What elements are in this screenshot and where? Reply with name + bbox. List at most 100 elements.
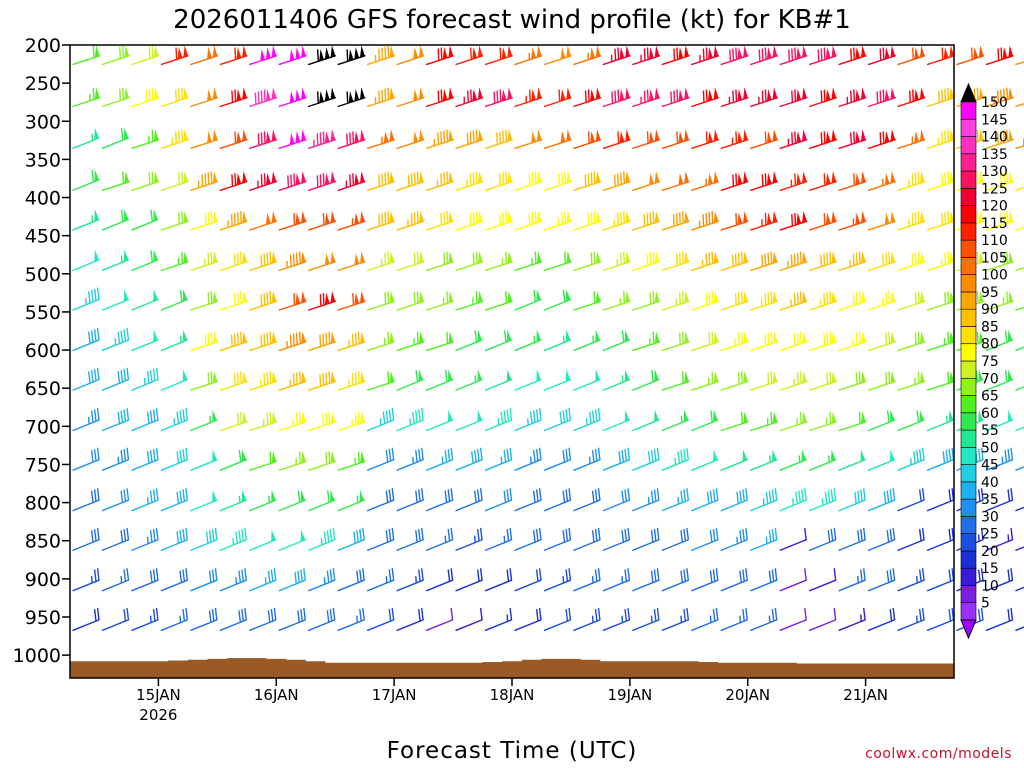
barb-feather	[413, 292, 416, 305]
wind-barb	[867, 527, 896, 551]
barb-pennant	[242, 370, 247, 383]
barb-feather	[148, 46, 151, 60]
barb-feather	[790, 254, 793, 268]
barb-pennant	[919, 210, 925, 223]
barb-feather	[855, 372, 858, 385]
barb-feather	[326, 610, 330, 623]
barb-shaft	[131, 419, 159, 432]
barb-feather	[732, 48, 735, 62]
barb-shaft	[190, 380, 219, 391]
wind-barb	[72, 408, 100, 432]
barb-feather	[1004, 330, 1008, 343]
barb-feather	[980, 527, 984, 541]
barb-feather	[263, 373, 266, 386]
wind-barb	[1015, 546, 1024, 551]
barb-pennant	[448, 171, 454, 184]
barb-feather	[594, 528, 598, 542]
barb-feather	[472, 252, 475, 266]
barb-pennant	[448, 331, 454, 344]
barb-feather	[450, 527, 454, 541]
barb-feather	[322, 333, 325, 347]
barb-shaft	[750, 220, 779, 231]
barb-pennant	[324, 173, 330, 186]
barb-feather	[711, 211, 714, 224]
barb-feather	[319, 374, 322, 387]
barb-feather	[947, 171, 950, 185]
barb-shaft	[514, 339, 542, 352]
barb-pennant	[265, 89, 271, 102]
wind-barb	[602, 329, 631, 352]
barb-feather	[266, 372, 269, 385]
barb-pennant	[713, 370, 719, 383]
wind-barb	[632, 87, 661, 108]
barb-shaft	[808, 55, 837, 66]
colorbar-swatch	[960, 360, 977, 379]
barb-shaft	[190, 97, 219, 108]
barb-feather	[319, 174, 322, 188]
barb-shaft	[160, 261, 189, 272]
barb-pennant	[182, 369, 188, 382]
x-tick-label-15JAN: 15JAN	[136, 686, 181, 704]
barb-feather	[534, 211, 537, 224]
colorbar-swatch	[960, 343, 977, 362]
wind-barb	[160, 87, 189, 108]
barb-pennant	[855, 89, 861, 102]
barb-shaft	[278, 619, 306, 632]
wind-barb	[691, 370, 720, 391]
barb-feather	[359, 609, 362, 622]
barb-pennant	[295, 89, 301, 102]
barb-feather	[93, 288, 97, 302]
barb-pennant	[566, 251, 572, 264]
barb-shaft	[160, 220, 189, 231]
barb-feather	[532, 410, 536, 424]
barb-feather	[820, 90, 823, 104]
wind-barb	[160, 210, 189, 231]
barb-feather	[289, 254, 292, 268]
colorbar-label: 30	[981, 509, 999, 525]
barb-feather	[591, 530, 595, 543]
barb-feather	[591, 450, 595, 463]
barb-pennant	[919, 87, 925, 100]
barb-feather	[388, 528, 392, 542]
barb-feather	[506, 569, 510, 583]
barb-feather	[1003, 130, 1006, 144]
barb-feather	[475, 251, 478, 265]
colorbar-label: 105	[981, 250, 1008, 266]
barb-feather	[740, 251, 743, 265]
barb-feather	[649, 212, 652, 225]
wind-barb	[190, 251, 219, 272]
barb-pennant	[360, 290, 365, 303]
barb-pennant	[566, 171, 572, 184]
barb-feather	[509, 408, 513, 421]
barb-pennant	[271, 210, 277, 223]
barb-pennant	[949, 87, 955, 100]
barb-feather	[1000, 173, 1003, 187]
barb-feather	[499, 213, 502, 226]
barb-shaft	[838, 138, 867, 150]
y-tick-label-1000: 1000	[13, 645, 61, 667]
barb-shaft	[543, 261, 572, 272]
barb-feather	[329, 569, 333, 583]
barb-feather	[941, 89, 944, 103]
barb-feather	[863, 568, 866, 581]
wind-barb	[337, 251, 366, 272]
barb-feather	[120, 330, 124, 344]
barb-feather	[210, 291, 213, 304]
barb-pennant	[831, 370, 837, 383]
colorbar-swatch	[960, 516, 977, 534]
barb-pennant	[1008, 129, 1014, 142]
wind-barb	[101, 209, 130, 231]
barb-feather	[1003, 252, 1006, 266]
barb-shaft	[632, 419, 660, 432]
wind-barb	[190, 129, 219, 150]
barb-pennant	[825, 89, 831, 102]
wind-barb	[72, 209, 100, 231]
wind-barb	[543, 447, 572, 471]
wind-barb	[838, 527, 866, 551]
barb-feather	[850, 132, 853, 146]
wind-barb	[219, 489, 247, 512]
barb-shaft	[750, 380, 779, 391]
barb-pennant	[802, 331, 807, 344]
barb-feather	[798, 490, 801, 504]
barb-feather	[92, 87, 95, 101]
